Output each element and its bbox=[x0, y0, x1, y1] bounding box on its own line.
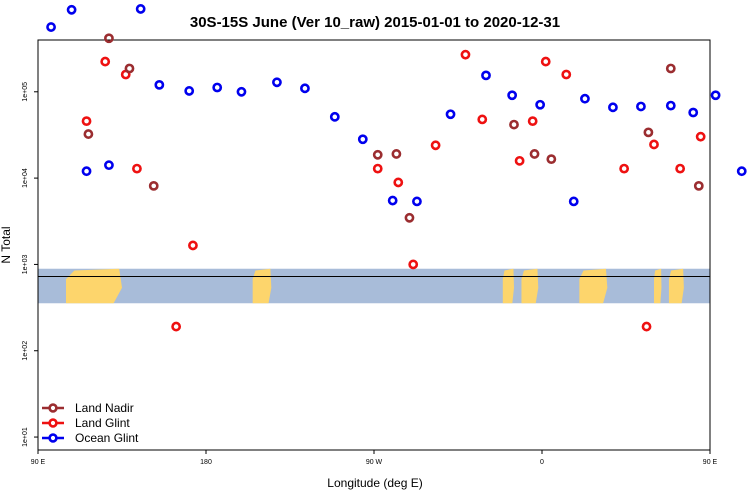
land-nadir-point bbox=[148, 180, 159, 191]
y-tick-label: 1e+05 bbox=[22, 82, 29, 102]
x-axis: 90 E 180 90 W 0 90 E bbox=[31, 450, 718, 466]
land-glint-point bbox=[477, 114, 488, 125]
land-glint-point bbox=[430, 140, 441, 151]
ocean-glint-point bbox=[412, 196, 422, 207]
ocean-glint-point bbox=[212, 82, 223, 93]
land-glint-point bbox=[132, 163, 142, 174]
ocean-glint-point bbox=[507, 90, 518, 101]
ocean-glint-point bbox=[665, 100, 676, 111]
ocean-glint-point bbox=[636, 101, 646, 112]
y-axis: 1e+01 1e+02 1e+03 1e+04 1e+05 bbox=[22, 82, 38, 447]
map-land bbox=[252, 268, 272, 304]
land-nadir-point bbox=[391, 149, 402, 159]
land-nadir-point bbox=[546, 154, 557, 165]
ocean-glint-point bbox=[329, 111, 340, 122]
land-glint-point bbox=[540, 56, 551, 67]
land-nadir-point bbox=[509, 119, 519, 130]
plot-frame bbox=[37, 39, 711, 451]
land-glint-point bbox=[372, 163, 383, 174]
legend-label: Land Nadir bbox=[75, 401, 134, 415]
ocean-glint-point bbox=[272, 77, 282, 88]
x-axis-label: Longitude (deg E) bbox=[327, 476, 422, 490]
land-glint-point bbox=[171, 321, 182, 332]
x-tick-label: 0 bbox=[540, 459, 544, 466]
data-points bbox=[46, 4, 747, 332]
land-glint-point bbox=[527, 116, 538, 127]
ocean-glint-point bbox=[736, 166, 747, 177]
x-tick-label: 90 E bbox=[31, 459, 46, 466]
ocean-glint-point bbox=[66, 4, 77, 15]
legend-label: Ocean Glint bbox=[75, 431, 139, 445]
land-nadir-point bbox=[372, 149, 383, 160]
land-glint-point bbox=[393, 177, 404, 188]
ocean-glint-point bbox=[445, 109, 456, 120]
land-glint-point bbox=[460, 49, 471, 60]
land-glint-point bbox=[695, 131, 706, 142]
y-tick-label: 1e+03 bbox=[22, 254, 29, 274]
ocean-glint-point bbox=[608, 102, 618, 113]
map-land bbox=[579, 268, 608, 304]
map-land bbox=[66, 268, 122, 304]
map-land bbox=[668, 268, 684, 304]
land-glint-point bbox=[514, 155, 525, 166]
land-glint-point bbox=[619, 163, 630, 174]
legend-marker bbox=[48, 403, 58, 413]
ocean-glint-point bbox=[387, 195, 398, 206]
ocean-glint-point bbox=[81, 166, 92, 177]
land-glint-point bbox=[100, 56, 111, 67]
map-ocean bbox=[38, 268, 710, 304]
ocean-glint-point bbox=[481, 70, 491, 81]
ocean-glint-point bbox=[135, 4, 146, 14]
ocean-glint-point bbox=[580, 93, 590, 104]
chart-title: 30S-15S June (Ver 10_raw) 2015-01-01 to … bbox=[190, 14, 560, 31]
land-glint-point bbox=[188, 240, 198, 251]
world-map-band bbox=[38, 268, 710, 304]
legend-marker bbox=[48, 433, 58, 443]
ocean-glint-point bbox=[300, 83, 310, 94]
land-glint-point bbox=[561, 69, 572, 80]
land-nadir-point bbox=[665, 63, 676, 74]
map-land bbox=[502, 268, 514, 304]
land-nadir-point bbox=[104, 33, 114, 44]
map-land bbox=[654, 268, 662, 304]
ocean-glint-point bbox=[104, 160, 114, 171]
legend-marker bbox=[48, 418, 58, 428]
ocean-glint-point bbox=[154, 79, 165, 90]
ocean-glint-point bbox=[184, 86, 195, 96]
x-tick-label: 90 E bbox=[703, 459, 718, 466]
legend-label: Land Glint bbox=[75, 416, 130, 430]
land-glint-point bbox=[81, 116, 92, 127]
x-tick-label: 180 bbox=[200, 459, 212, 466]
land-glint-point bbox=[649, 139, 659, 150]
y-tick-label: 1e+01 bbox=[22, 427, 29, 447]
land-nadir-point bbox=[529, 149, 540, 159]
ocean-glint-point bbox=[710, 90, 721, 101]
ocean-glint-point bbox=[357, 134, 368, 145]
y-axis-label: N Total bbox=[0, 226, 13, 263]
land-nadir-point bbox=[643, 127, 654, 138]
y-tick-label: 1e+04 bbox=[22, 168, 29, 188]
land-glint-point bbox=[675, 163, 686, 174]
ocean-glint-point bbox=[236, 86, 247, 97]
land-nadir-point bbox=[124, 63, 135, 74]
land-nadir-point bbox=[693, 180, 704, 191]
map-land bbox=[521, 268, 539, 304]
y-tick-label: 1e+02 bbox=[22, 341, 29, 361]
land-glint-point bbox=[408, 259, 419, 270]
ocean-glint-point bbox=[535, 99, 546, 110]
ocean-glint-point bbox=[688, 107, 699, 118]
x-tick-label: 90 W bbox=[366, 459, 383, 466]
land-glint-point bbox=[641, 321, 652, 332]
ocean-glint-point bbox=[568, 196, 579, 207]
land-nadir-point bbox=[83, 129, 94, 139]
land-nadir-point bbox=[404, 212, 415, 223]
ocean-glint-point bbox=[46, 22, 56, 32]
